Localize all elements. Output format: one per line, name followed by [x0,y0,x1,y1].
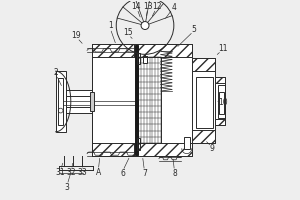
Text: 15: 15 [123,28,133,37]
Bar [218,92,224,114]
Text: 7: 7 [142,169,147,178]
Bar [135,45,138,155]
Text: 33: 33 [78,168,87,177]
Bar [134,44,192,57]
Text: 8: 8 [172,169,177,178]
Bar [90,92,94,111]
Bar [214,119,226,125]
Bar [196,77,213,128]
Bar [192,130,214,143]
Text: 13: 13 [143,2,152,11]
Text: A: A [96,168,101,177]
Text: 12: 12 [152,2,161,11]
Text: 3: 3 [65,183,70,192]
Bar [137,53,140,64]
Text: 32: 32 [67,168,76,177]
Text: 19: 19 [72,31,81,40]
Text: 1: 1 [108,21,113,30]
Text: 11: 11 [218,44,227,53]
Text: 6: 6 [120,169,125,178]
Text: 9: 9 [209,144,214,153]
Bar [58,78,63,125]
Circle shape [141,22,149,29]
Text: 10: 10 [219,98,228,107]
Bar [192,58,214,143]
Bar [66,90,92,113]
Bar [92,44,134,57]
Text: 5: 5 [191,25,196,34]
Bar [66,96,92,107]
Bar [92,44,192,156]
Bar [137,138,140,150]
Bar [192,58,214,71]
Text: 2: 2 [54,68,58,77]
Bar [214,77,226,83]
Bar [138,57,161,143]
Text: 4: 4 [171,3,176,12]
Text: 31: 31 [56,168,65,177]
Bar [218,85,225,118]
Bar [92,143,134,156]
Bar [184,137,190,149]
Text: 14: 14 [132,2,141,11]
Bar [214,77,226,125]
Bar [134,143,192,156]
Bar [56,71,66,132]
Bar [143,57,147,63]
